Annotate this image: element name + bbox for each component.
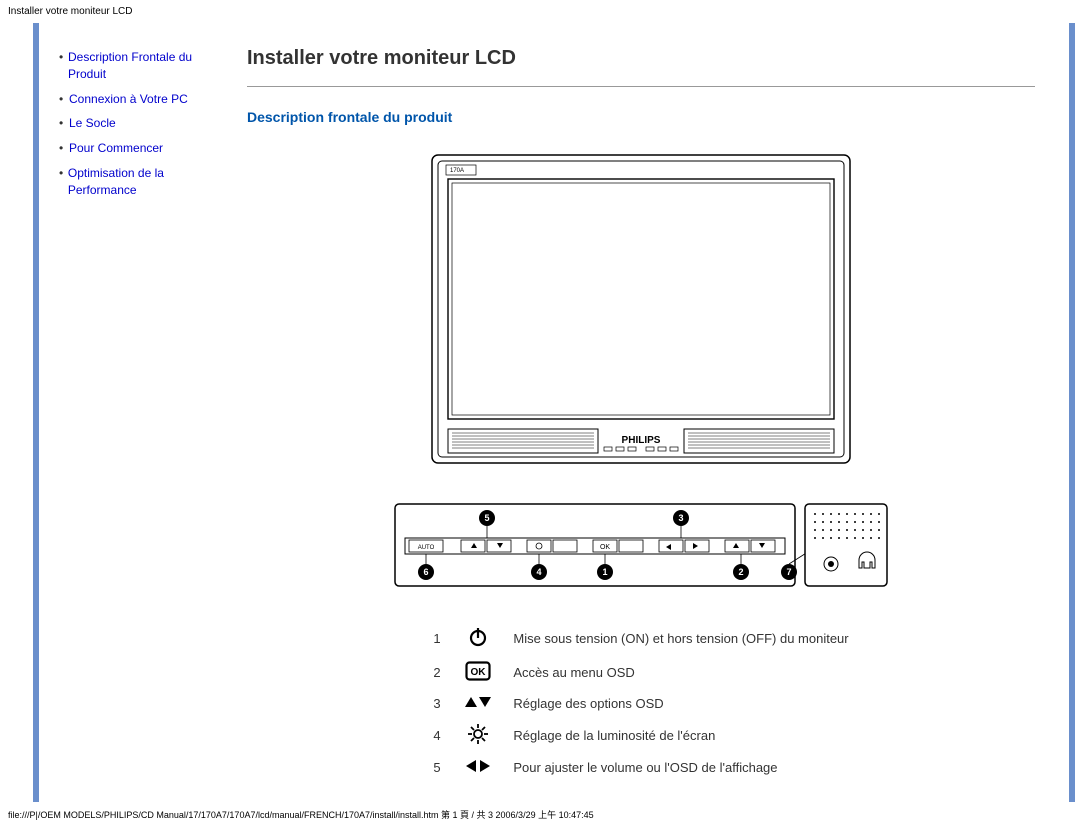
sidebar-link-socle[interactable]: Le Socle	[69, 115, 116, 132]
legend-num: 3	[423, 689, 453, 718]
legend-text: Mise sous tension (ON) et hors tension (…	[503, 621, 858, 656]
svg-text:OK: OK	[600, 544, 610, 551]
svg-text:3: 3	[678, 513, 683, 523]
footer-path: file:///P|/OEM MODELS/PHILIPS/CD Manual/…	[0, 802, 1080, 827]
bullet: •	[59, 165, 68, 199]
ok-icon: OK	[453, 656, 503, 689]
legend-table: 1 Mise sous tension (ON) et hors tension…	[423, 621, 858, 782]
bullet: •	[59, 115, 69, 132]
monitor-front-figure: 170A PHIL	[247, 149, 1035, 472]
legend-num: 2	[423, 656, 453, 689]
sidebar-link-connexion[interactable]: Connexion à Votre PC	[69, 91, 188, 108]
svg-text:OK: OK	[471, 667, 487, 678]
legend-num: 1	[423, 621, 453, 656]
sidebar-link-commencer[interactable]: Pour Commencer	[69, 140, 163, 157]
left-right-icon	[453, 753, 503, 782]
legend-text: Pour ajuster le volume ou l'OSD de l'aff…	[503, 753, 858, 782]
monitor-front-svg: 170A PHIL	[426, 149, 856, 469]
sidebar-link-desc-frontale[interactable]: Description Frontale du Produit	[68, 49, 217, 83]
left-border-stripe	[33, 23, 39, 802]
legend-row: 3 Réglage des options OSD	[423, 689, 858, 718]
up-down-icon	[453, 689, 503, 718]
right-border-stripe	[1069, 23, 1075, 802]
bullet: •	[59, 49, 68, 83]
legend-row: 2 OK Accès au menu OSD	[423, 656, 858, 689]
legend-row: 5 Pour ajuster le volume ou l'OSD de l'a…	[423, 753, 858, 782]
control-panel-svg: AUTO OK	[391, 500, 891, 590]
section-title: Description frontale du produit	[247, 109, 1035, 125]
page-title: Installer votre moniteur LCD	[247, 47, 1035, 70]
svg-text:2: 2	[738, 567, 743, 577]
legend-num: 5	[423, 753, 453, 782]
svg-text:AUTO: AUTO	[418, 545, 435, 551]
divider	[247, 86, 1035, 87]
sidebar-link-optimisation[interactable]: Optimisation de la Performance	[68, 165, 217, 199]
legend-text: Accès au menu OSD	[503, 656, 858, 689]
legend-row: 4 Réglage de la luminosité de l'écran	[423, 718, 858, 753]
power-icon	[453, 621, 503, 656]
bullet: •	[59, 140, 69, 157]
svg-text:PHILIPS: PHILIPS	[622, 435, 661, 446]
svg-text:170A: 170A	[450, 168, 464, 174]
legend-row: 1 Mise sous tension (ON) et hors tension…	[423, 621, 858, 656]
svg-text:4: 4	[536, 567, 541, 577]
content: Installer votre moniteur LCD Description…	[223, 23, 1055, 802]
legend-num: 4	[423, 718, 453, 753]
svg-text:7: 7	[786, 567, 791, 577]
control-panel-figure: AUTO OK	[247, 500, 1035, 593]
legend-text: Réglage de la luminosité de l'écran	[503, 718, 858, 753]
svg-text:6: 6	[423, 567, 428, 577]
brightness-icon	[453, 718, 503, 753]
svg-text:5: 5	[484, 513, 489, 523]
browser-title: Installer votre moniteur LCD	[0, 0, 1080, 23]
bullet: •	[59, 91, 69, 108]
sidebar: •Description Frontale du Produit •Connex…	[53, 23, 223, 802]
svg-text:1: 1	[602, 567, 607, 577]
legend-text: Réglage des options OSD	[503, 689, 858, 718]
